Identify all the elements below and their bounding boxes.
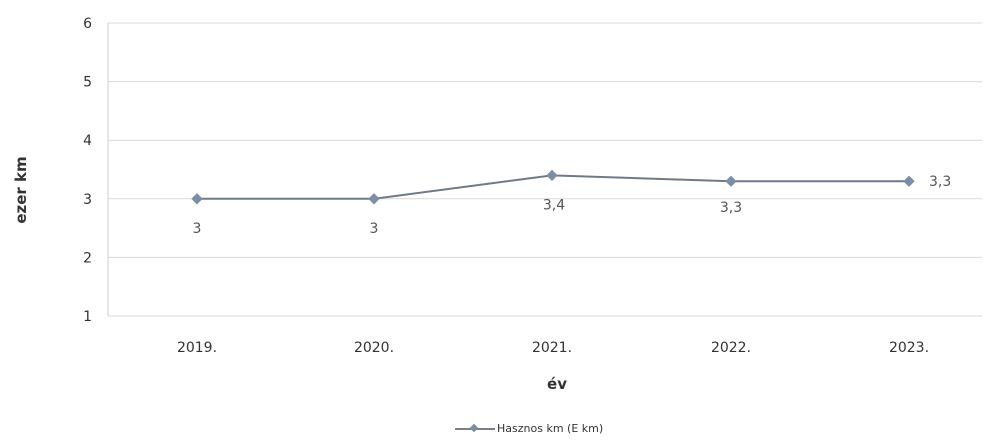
y-tick-label: 2 xyxy=(83,250,92,266)
data-label: 3,3 xyxy=(720,200,742,216)
y-tick-label: 4 xyxy=(83,133,92,149)
data-point-marker xyxy=(903,175,915,187)
legend-line-marker xyxy=(455,424,495,434)
y-tick-labels: 1 2 3 4 5 6 xyxy=(83,16,92,325)
y-axis-title: ezer km xyxy=(12,156,30,223)
y-tick-label: 6 xyxy=(83,16,92,32)
data-point-marker xyxy=(725,175,737,187)
x-axis-title: év xyxy=(547,375,567,393)
x-tick-label: 2023. xyxy=(889,340,929,356)
data-label: 3,4 xyxy=(543,197,565,213)
data-labels: 3 3 3,4 3,3 3,3 xyxy=(193,174,952,237)
gridlines xyxy=(107,22,982,317)
x-tick-label: 2022. xyxy=(711,340,751,356)
x-tick-labels: 2019. 2020. 2021. 2022. 2023. xyxy=(177,340,929,356)
legend-series-name: Hasznos km (E km) xyxy=(497,422,604,435)
x-tick-label: 2019. xyxy=(177,340,217,356)
y-tick-label: 1 xyxy=(83,309,92,325)
x-tick-label: 2021. xyxy=(532,340,572,356)
data-point-marker xyxy=(368,193,380,205)
legend: Hasznos km (E km) xyxy=(455,422,603,435)
data-label: 3,3 xyxy=(929,174,951,190)
y-tick-label: 5 xyxy=(83,75,92,91)
y-tick-label: 3 xyxy=(83,192,92,208)
series-line xyxy=(191,169,915,205)
x-tick-label: 2020. xyxy=(354,340,394,356)
data-label: 3 xyxy=(370,221,379,237)
data-label: 3 xyxy=(193,221,202,237)
data-point-marker xyxy=(546,169,558,182)
data-point-marker xyxy=(191,193,203,205)
